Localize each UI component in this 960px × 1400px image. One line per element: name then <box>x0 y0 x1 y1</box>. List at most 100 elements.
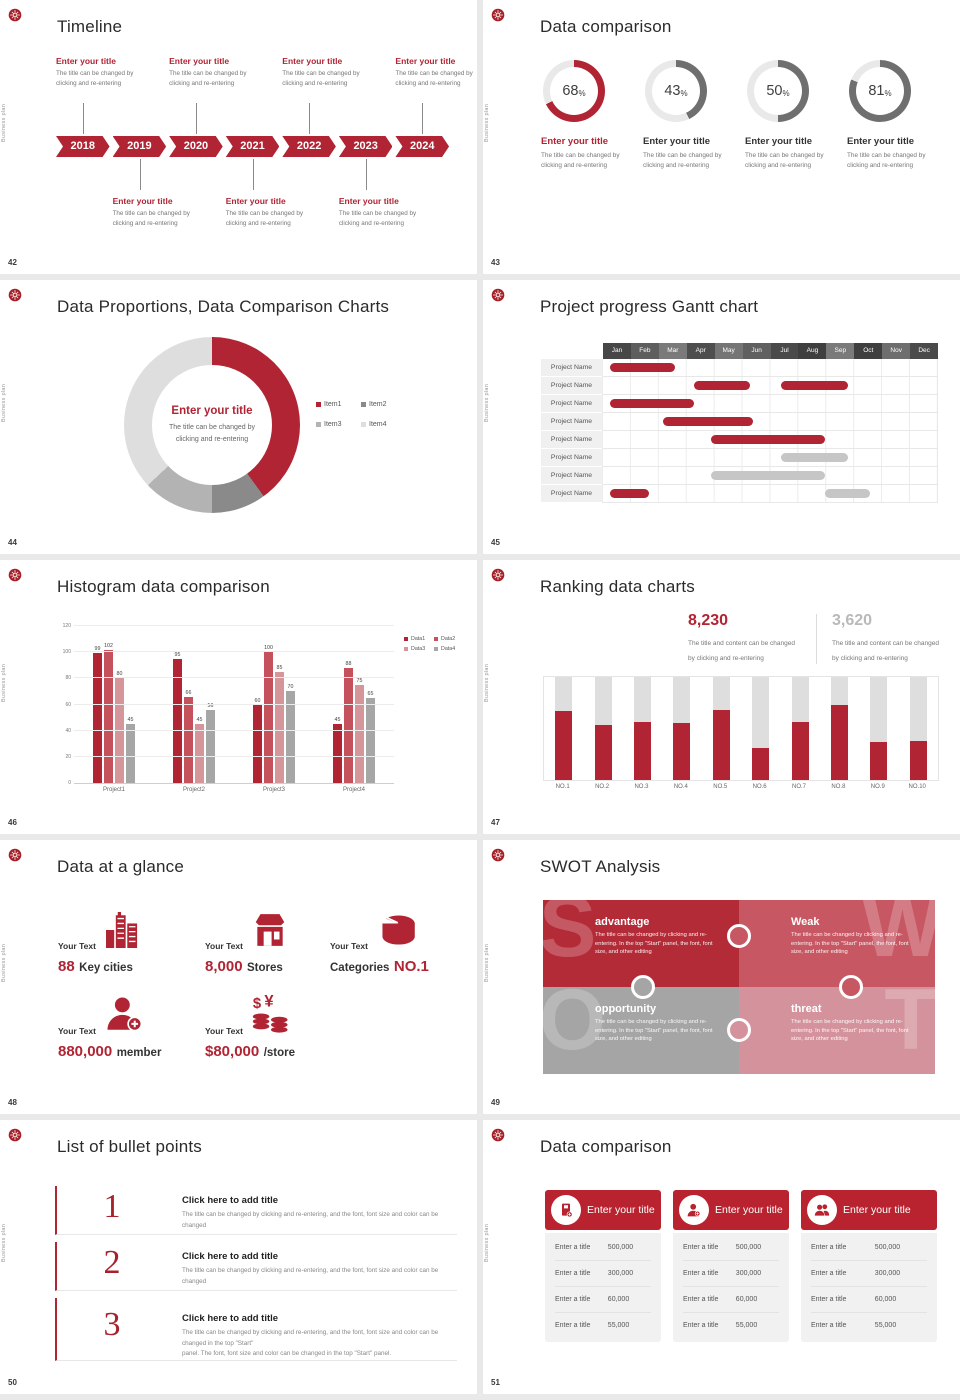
bar: 45 <box>333 626 342 783</box>
swot-piece: O opportunity The title can be changed b… <box>543 987 739 1074</box>
card-body: Enter a title 500,000 Enter a title 300,000… <box>545 1233 661 1342</box>
timeline-connector <box>422 103 424 134</box>
slide-43-data-comparison[interactable]: Business plan Data comparison 68% Enter y… <box>483 0 960 274</box>
gridline <box>74 729 394 731</box>
donut-legend: Item1 Item2 Item3 Item4 <box>316 401 406 428</box>
timeline-canvas: Enter your title The title can be changed… <box>0 0 477 274</box>
donut-item-desc: The title can be changed by <box>643 152 722 159</box>
glance-label: Your Text <box>58 941 96 951</box>
timeline-item: Enter your title The title can be changed… <box>339 196 441 229</box>
ring-hole: 68% <box>550 67 598 115</box>
timeline-connector <box>365 159 367 190</box>
swot-quadrant-body: The title can be changed by clicking and… <box>791 1019 909 1042</box>
ranking-fill <box>594 725 612 780</box>
gantt-track <box>602 431 938 449</box>
percent-sign: % <box>578 88 586 98</box>
slide-49-swot[interactable]: Business plan SWOT Analysis S advantage … <box>483 840 960 1114</box>
swot-letter: T <box>884 987 935 1068</box>
bullet-item: 2 Click here to add title The title can … <box>55 1242 457 1291</box>
slide-45-gantt[interactable]: Business plan Project progress Gantt cha… <box>483 280 960 554</box>
gantt-row: Project Name <box>541 485 938 503</box>
side-label: Business plan <box>1 663 7 703</box>
slide-title: Histogram data comparison <box>57 577 270 596</box>
bar-group: 60 100 85 70 <box>234 626 314 783</box>
bar-rect <box>275 671 284 783</box>
bullet-desc: The title can be changed by clicking and… <box>182 1267 439 1285</box>
progress-ring: 50% <box>747 60 809 122</box>
store-icon <box>251 912 289 953</box>
gantt-bar <box>710 471 826 480</box>
bullet-desc: panel. The font, font size and color can… <box>182 1350 392 1357</box>
bullet-number: 3 <box>103 1306 121 1343</box>
donut-item: 50% Enter your title The title can be chan… <box>745 60 837 171</box>
timeline-year: 2018 <box>56 136 110 157</box>
slide-title: Data comparison <box>540 1137 672 1156</box>
ranking-x-label: NO.10 <box>908 784 926 790</box>
gantt-month-header: Jan Feb Mar Apr May Jun Jul Aug Sep Oct Nov Dec <box>603 343 939 359</box>
page-number: 44 <box>8 538 17 547</box>
slide-44-proportions[interactable]: Business plan Data Proportions, Data Com… <box>0 280 477 554</box>
bar: 45 <box>195 626 204 783</box>
timeline-item-title: Enter your title <box>169 56 230 66</box>
card-row-label: Enter a title <box>683 1322 719 1329</box>
ranking-column <box>555 677 573 780</box>
gantt-track <box>602 449 938 467</box>
slide-title: Data comparison <box>540 17 672 36</box>
gantt-track <box>602 395 938 413</box>
gridline <box>74 625 394 626</box>
glance-unit: Key cities <box>79 962 133 974</box>
side-label: Business plan <box>484 1223 490 1263</box>
y-tick-label: 100 <box>62 649 71 656</box>
slide-48-glance[interactable]: Business plan Data at a glance Your Text… <box>0 840 477 1114</box>
glance-item-stores: Your Text 8,000 Stores <box>205 912 355 976</box>
city-icon <box>104 912 144 953</box>
timeline-year: 2021 <box>226 136 280 157</box>
ranking-fill <box>752 748 770 780</box>
slide-51-card-comparison[interactable]: Business plan Data comparison Enter your… <box>483 1120 960 1394</box>
gantt-track <box>602 467 938 485</box>
glance-item-members: Your Text 880,000 member <box>58 995 208 1061</box>
timeline-item-title: Enter your title <box>338 196 399 206</box>
glance-value: 88 <box>58 958 75 975</box>
gantt-row: Project Name <box>541 449 938 467</box>
gantt-bar <box>780 453 848 462</box>
comparison-card: Enter your title Enter a title 500,000 Ent… <box>545 1190 661 1342</box>
bar-rect <box>253 704 262 783</box>
donut-item-title: Enter your title <box>745 136 813 147</box>
card-body: Enter a title 500,000 Enter a title 300,000… <box>673 1233 789 1342</box>
slide-46-histogram[interactable]: Business plan Histogram data comparison … <box>0 560 477 834</box>
ranking-x-label: NO.6 <box>752 784 767 790</box>
page-number: 49 <box>491 1098 500 1107</box>
card-row-value: 500,000 <box>735 1244 762 1251</box>
ring-hole: 50% <box>754 67 802 115</box>
side-label: Business plan <box>484 383 490 423</box>
card-row: Enter a title 500,000 <box>811 1235 927 1261</box>
slide-47-ranking[interactable]: Business plan Ranking data charts 8,230 … <box>483 560 960 834</box>
legend-swatch <box>434 647 438 651</box>
bar-rect <box>93 653 102 783</box>
ranking-column <box>633 677 651 780</box>
glance-unit: /store <box>263 1047 296 1059</box>
card-row-label: Enter a title <box>683 1296 719 1303</box>
card-row: Enter a title 60,000 <box>683 1287 779 1313</box>
stat-desc: by clicking and re-entering <box>688 655 764 662</box>
timeline-item-desc: clicking and re-entering <box>225 220 291 227</box>
slide-42-timeline[interactable]: Business plan Timeline Enter your title T… <box>0 0 477 274</box>
brand-logo-icon <box>491 568 505 582</box>
card-row-value: 500,000 <box>607 1244 634 1251</box>
brand-logo-icon <box>8 1128 22 1142</box>
timeline-item-title: Enter your title <box>282 56 343 66</box>
y-tick-label: 60 <box>65 701 71 708</box>
slide-title: List of bullet points <box>57 1137 203 1156</box>
stat-desc: by clicking and re-entering <box>832 655 908 662</box>
glance-label: Your Text <box>58 1026 96 1036</box>
donut-chart: Enter your title The title can be change… <box>124 337 300 513</box>
slide-50-bullets[interactable]: Business plan List of bullet points 1 Cl… <box>0 1120 477 1394</box>
bar-rect <box>286 691 295 783</box>
person-plus-icon <box>679 1195 709 1225</box>
ring-percent: 81 <box>868 83 885 99</box>
timeline-item-desc: The title can be changed by <box>169 70 247 77</box>
bar: 65 <box>366 626 375 783</box>
